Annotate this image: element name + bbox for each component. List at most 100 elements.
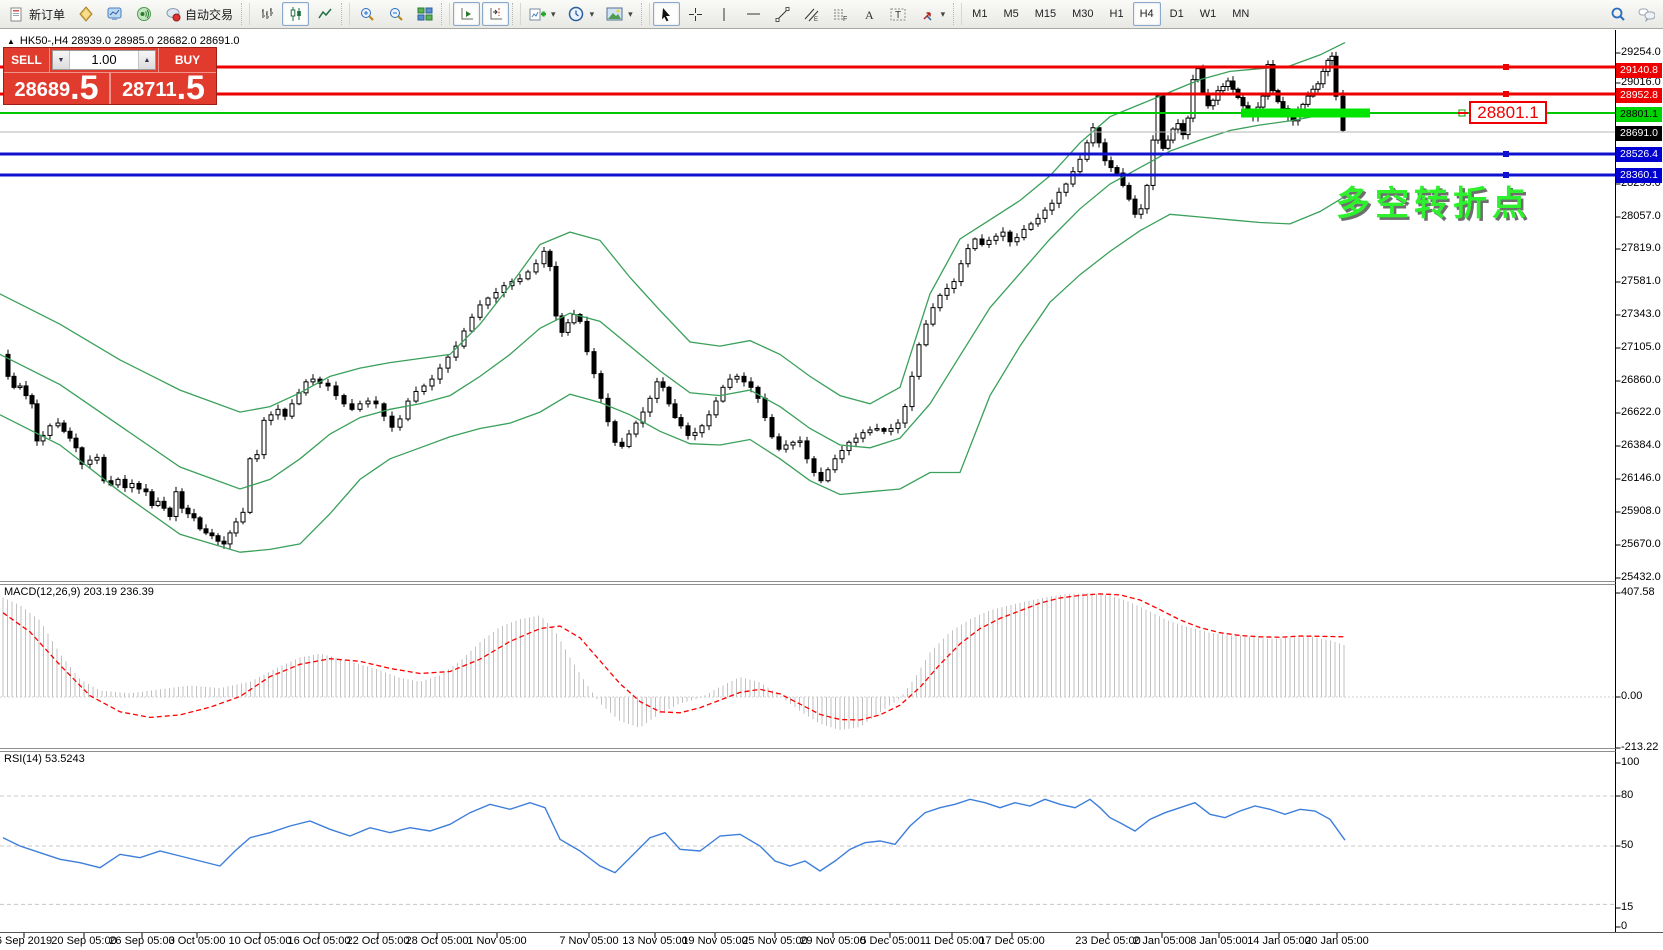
date-label: 10 Oct 05:00	[228, 935, 292, 947]
vertical-line-icon	[716, 6, 733, 23]
zoom-out-icon	[387, 6, 404, 23]
svg-text:F: F	[843, 16, 847, 22]
buy-button[interactable]: BUY	[158, 48, 216, 72]
sound-icon	[135, 6, 152, 23]
hline-handle[interactable]	[1503, 172, 1509, 178]
zoom-in-icon	[358, 6, 375, 23]
label-tool-button[interactable]: T	[885, 2, 912, 26]
gold-diamond-icon	[77, 6, 94, 23]
template-button[interactable]: ▾	[601, 2, 638, 26]
date-label: 3 Oct 05:00	[168, 935, 226, 947]
date-label: 1 Nov 05:00	[467, 935, 527, 947]
macd-tick-label: 0.00	[1621, 690, 1643, 702]
price-line-label: 29140.8	[1616, 62, 1662, 78]
tf-m5-button[interactable]: M5	[996, 2, 1025, 26]
tf-h4-button[interactable]: H4	[1132, 2, 1161, 26]
search-button[interactable]	[1604, 2, 1631, 26]
market-watch-button[interactable]	[72, 2, 99, 26]
svg-text:E: E	[814, 17, 818, 22]
autotrade-button[interactable]: 自动交易	[159, 2, 238, 26]
equidistant-channel-icon: E	[803, 6, 820, 23]
new-order-button[interactable]: 新订单	[3, 2, 70, 26]
hline-handle[interactable]	[1503, 91, 1509, 97]
fibonacci-tool-button[interactable]: F	[827, 2, 854, 26]
price-tick-label: 26622.0	[1621, 406, 1661, 418]
fibonacci-icon: F	[832, 6, 849, 23]
svg-text:T: T	[895, 10, 901, 21]
price-tick-label: 25908.0	[1621, 505, 1661, 517]
macd-tick-label: -213.22	[1621, 741, 1659, 753]
chart-window: ▲ HK50-,H4 28939.0 28985.0 28682.0 28691…	[0, 29, 1663, 950]
crosshair-icon	[687, 6, 704, 23]
bar-chart-button[interactable]	[253, 2, 280, 26]
template-icon	[606, 6, 623, 23]
vertical-line-tool-button[interactable]	[711, 2, 738, 26]
sell-button[interactable]: SELL	[4, 48, 50, 72]
hline-handle[interactable]	[1503, 151, 1509, 157]
date-label: 16 Oct 05:00	[287, 935, 351, 947]
zoom-in-button[interactable]	[353, 2, 380, 26]
new-chart-button[interactable]: ▾	[524, 2, 561, 26]
chart-window-icon	[106, 6, 123, 23]
date-label: 28 Oct 05:00	[405, 935, 469, 947]
crosshair-tool-button[interactable]	[682, 2, 709, 26]
cursor-icon	[658, 6, 675, 23]
dropdown-caret-icon: ▾	[589, 8, 595, 19]
arrows-tool-button[interactable]: ▾	[914, 2, 951, 26]
candlestick-chart-button[interactable]	[282, 2, 310, 26]
line-chart-button[interactable]	[311, 2, 338, 26]
price-tick-label: 29016.0	[1621, 76, 1661, 88]
text-tool-button[interactable]: A	[856, 2, 883, 26]
buy-price-dec: .5	[176, 69, 205, 107]
chart-shift-button[interactable]	[482, 2, 510, 26]
collapse-icon[interactable]: ▲	[7, 36, 15, 46]
price-tick-label: 27819.0	[1621, 242, 1661, 254]
volume-input[interactable]: 1.00	[91, 52, 117, 67]
chart-shift-icon	[487, 6, 504, 23]
toolbar-separator	[341, 3, 351, 25]
buy-price[interactable]: 28711 .5	[111, 69, 216, 107]
date-label: 5 Dec 05:00	[860, 935, 920, 947]
tf-h1-button[interactable]: H1	[1103, 2, 1131, 26]
buy-price-int: 28711	[122, 79, 177, 101]
tf-w1-button[interactable]: W1	[1193, 2, 1224, 26]
turning-point-annotation[interactable]: 多空转折点	[1336, 185, 1531, 223]
rsi-label: RSI(14) 53.5243	[4, 753, 85, 765]
alerts-button[interactable]	[130, 2, 157, 26]
tf-m15-button[interactable]: M15	[1028, 2, 1063, 26]
price-tick-label: 27581.0	[1621, 275, 1661, 287]
chart-title: HK50-,H4 28939.0 28985.0 28682.0 28691.0	[19, 35, 240, 47]
text-icon: A	[861, 6, 878, 23]
zoom-out-button[interactable]	[382, 2, 409, 26]
chart-window-button[interactable]	[101, 2, 128, 26]
arrows-icon	[919, 6, 936, 23]
search-icon	[1609, 6, 1626, 23]
price-annotation-box[interactable]: 28801.1	[1469, 101, 1547, 124]
date-label: 11 Dec 05:00	[919, 935, 985, 947]
price-tick-label: 26860.0	[1621, 374, 1661, 386]
sell-price[interactable]: 28689 .5	[4, 71, 111, 105]
tf-m1-button[interactable]: M1	[965, 2, 994, 26]
tile-windows-button[interactable]	[411, 2, 438, 26]
tf-d1-button[interactable]: D1	[1163, 2, 1191, 26]
hline-handle[interactable]	[1503, 64, 1509, 70]
cursor-tool-button[interactable]	[652, 2, 680, 26]
macd-tick-label: 407.58	[1621, 586, 1655, 598]
community-chat-button[interactable]	[1633, 2, 1660, 26]
auto-scroll-button[interactable]	[453, 2, 481, 26]
tf-m30-button[interactable]: M30	[1065, 2, 1100, 26]
date-label: 6 Sep 2019	[0, 935, 53, 947]
date-label: 7 Nov 05:00	[559, 935, 619, 947]
periods-button[interactable]: ▾	[563, 2, 600, 26]
volume-increase-button[interactable]: ▲	[138, 51, 155, 69]
sell-price-int: 28689	[14, 79, 71, 101]
channel-tool-button[interactable]: E	[798, 2, 825, 26]
volume-decrease-button[interactable]: ▼	[53, 51, 70, 69]
horizontal-line-tool-button[interactable]	[740, 2, 767, 26]
tf-mn-button[interactable]: MN	[1225, 2, 1256, 26]
price-line-label: 28360.1	[1616, 167, 1662, 183]
toolbar-separator	[512, 3, 522, 25]
rsi-tick-label: 0	[1621, 920, 1628, 932]
trendline-tool-button[interactable]	[769, 2, 796, 26]
